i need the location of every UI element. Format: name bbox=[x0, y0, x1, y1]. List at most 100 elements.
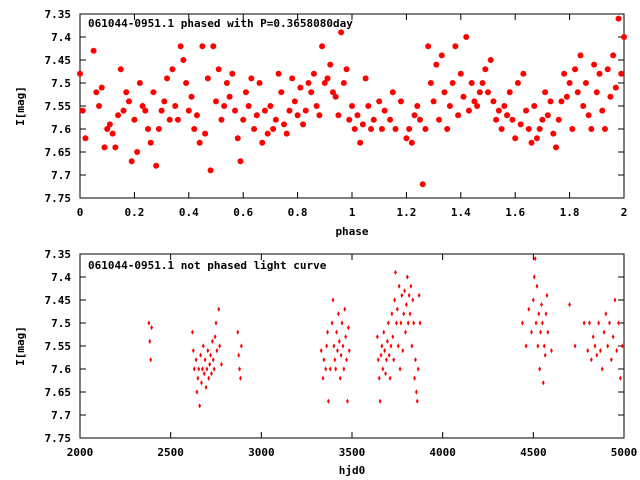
data-point bbox=[538, 366, 542, 372]
data-point bbox=[376, 98, 383, 105]
data-point bbox=[338, 29, 345, 36]
data-point bbox=[550, 348, 553, 354]
data-point bbox=[150, 325, 154, 331]
data-point bbox=[147, 320, 151, 326]
data-point bbox=[319, 348, 323, 354]
data-point bbox=[289, 75, 296, 82]
x-tick-label: 4000 bbox=[429, 446, 456, 459]
data-point bbox=[128, 158, 135, 165]
data-point bbox=[531, 297, 535, 303]
data-point bbox=[343, 306, 347, 312]
data-point bbox=[544, 311, 548, 317]
data-point bbox=[329, 89, 336, 96]
data-point bbox=[399, 320, 403, 326]
data-point bbox=[433, 61, 440, 68]
data-point bbox=[588, 126, 595, 133]
data-point bbox=[596, 70, 603, 77]
data-point bbox=[308, 89, 315, 96]
data-point bbox=[340, 320, 344, 326]
data-point bbox=[621, 34, 628, 41]
data-point bbox=[210, 338, 214, 344]
data-point bbox=[221, 103, 228, 110]
y-tick-label: 7.45 bbox=[45, 294, 72, 307]
data-point bbox=[203, 357, 207, 363]
chart-title: 061044-0951.1 not phased light curve bbox=[88, 259, 327, 272]
data-point bbox=[482, 66, 489, 73]
data-point bbox=[604, 66, 611, 73]
data-point bbox=[338, 375, 342, 381]
data-point bbox=[337, 311, 340, 317]
data-point bbox=[212, 98, 219, 105]
data-point bbox=[484, 89, 491, 96]
data-point bbox=[617, 320, 620, 326]
data-point bbox=[238, 366, 241, 372]
data-point bbox=[493, 116, 500, 123]
data-point bbox=[449, 80, 456, 87]
data-point bbox=[415, 398, 419, 404]
data-point bbox=[401, 348, 405, 354]
data-point bbox=[588, 320, 591, 326]
data-point bbox=[444, 126, 451, 133]
data-point bbox=[202, 130, 209, 137]
data-point bbox=[385, 338, 389, 344]
data-point bbox=[368, 126, 375, 133]
data-point bbox=[232, 107, 239, 114]
data-point bbox=[153, 162, 160, 169]
data-point bbox=[417, 292, 421, 298]
data-point bbox=[213, 334, 217, 340]
data-point bbox=[561, 70, 568, 77]
data-point bbox=[599, 348, 602, 354]
data-point bbox=[512, 135, 519, 142]
data-point bbox=[77, 70, 84, 77]
data-point bbox=[408, 311, 412, 317]
data-point bbox=[202, 371, 206, 377]
data-point bbox=[574, 89, 581, 96]
data-point bbox=[386, 320, 390, 326]
data-points bbox=[77, 15, 628, 188]
data-point bbox=[346, 325, 350, 331]
data-point bbox=[253, 112, 260, 119]
data-point bbox=[474, 103, 481, 110]
data-point bbox=[406, 126, 413, 133]
data-point bbox=[261, 107, 268, 114]
data-point bbox=[536, 126, 543, 133]
x-tick-label: 1 bbox=[349, 206, 356, 219]
y-tick-label: 7.6 bbox=[51, 123, 71, 136]
data-point bbox=[541, 320, 544, 326]
data-point bbox=[389, 89, 396, 96]
data-point bbox=[112, 144, 119, 151]
data-point bbox=[611, 334, 615, 340]
data-point bbox=[194, 357, 198, 363]
data-point bbox=[586, 348, 590, 354]
data-point bbox=[534, 320, 538, 326]
data-point bbox=[460, 93, 467, 100]
data-point bbox=[215, 66, 222, 73]
data-point bbox=[357, 139, 364, 146]
data-point bbox=[606, 343, 610, 349]
data-point bbox=[275, 70, 282, 77]
data-point bbox=[600, 366, 604, 372]
data-point bbox=[604, 311, 608, 317]
data-point bbox=[395, 306, 399, 312]
data-point bbox=[158, 107, 165, 114]
data-point bbox=[362, 75, 369, 82]
y-tick-label: 7.4 bbox=[51, 31, 71, 44]
data-point bbox=[82, 135, 89, 142]
phased-light-curve-chart: 7.35 7.4 7.45 7.5 7.55 7.6 7.65 7.7 7.75 0 0.2 0.4 0… bbox=[14, 8, 627, 238]
data-point bbox=[397, 98, 404, 105]
data-point bbox=[191, 329, 194, 335]
data-point bbox=[409, 283, 413, 289]
data-point bbox=[201, 343, 205, 349]
data-point bbox=[563, 93, 570, 100]
data-point bbox=[430, 98, 437, 105]
data-point bbox=[582, 80, 589, 87]
data-point bbox=[199, 43, 206, 50]
data-point bbox=[297, 84, 304, 91]
data-point bbox=[346, 116, 353, 123]
data-point bbox=[545, 292, 549, 298]
data-point bbox=[610, 52, 617, 59]
data-point bbox=[251, 126, 258, 133]
data-point bbox=[79, 107, 86, 114]
data-point bbox=[550, 130, 557, 137]
